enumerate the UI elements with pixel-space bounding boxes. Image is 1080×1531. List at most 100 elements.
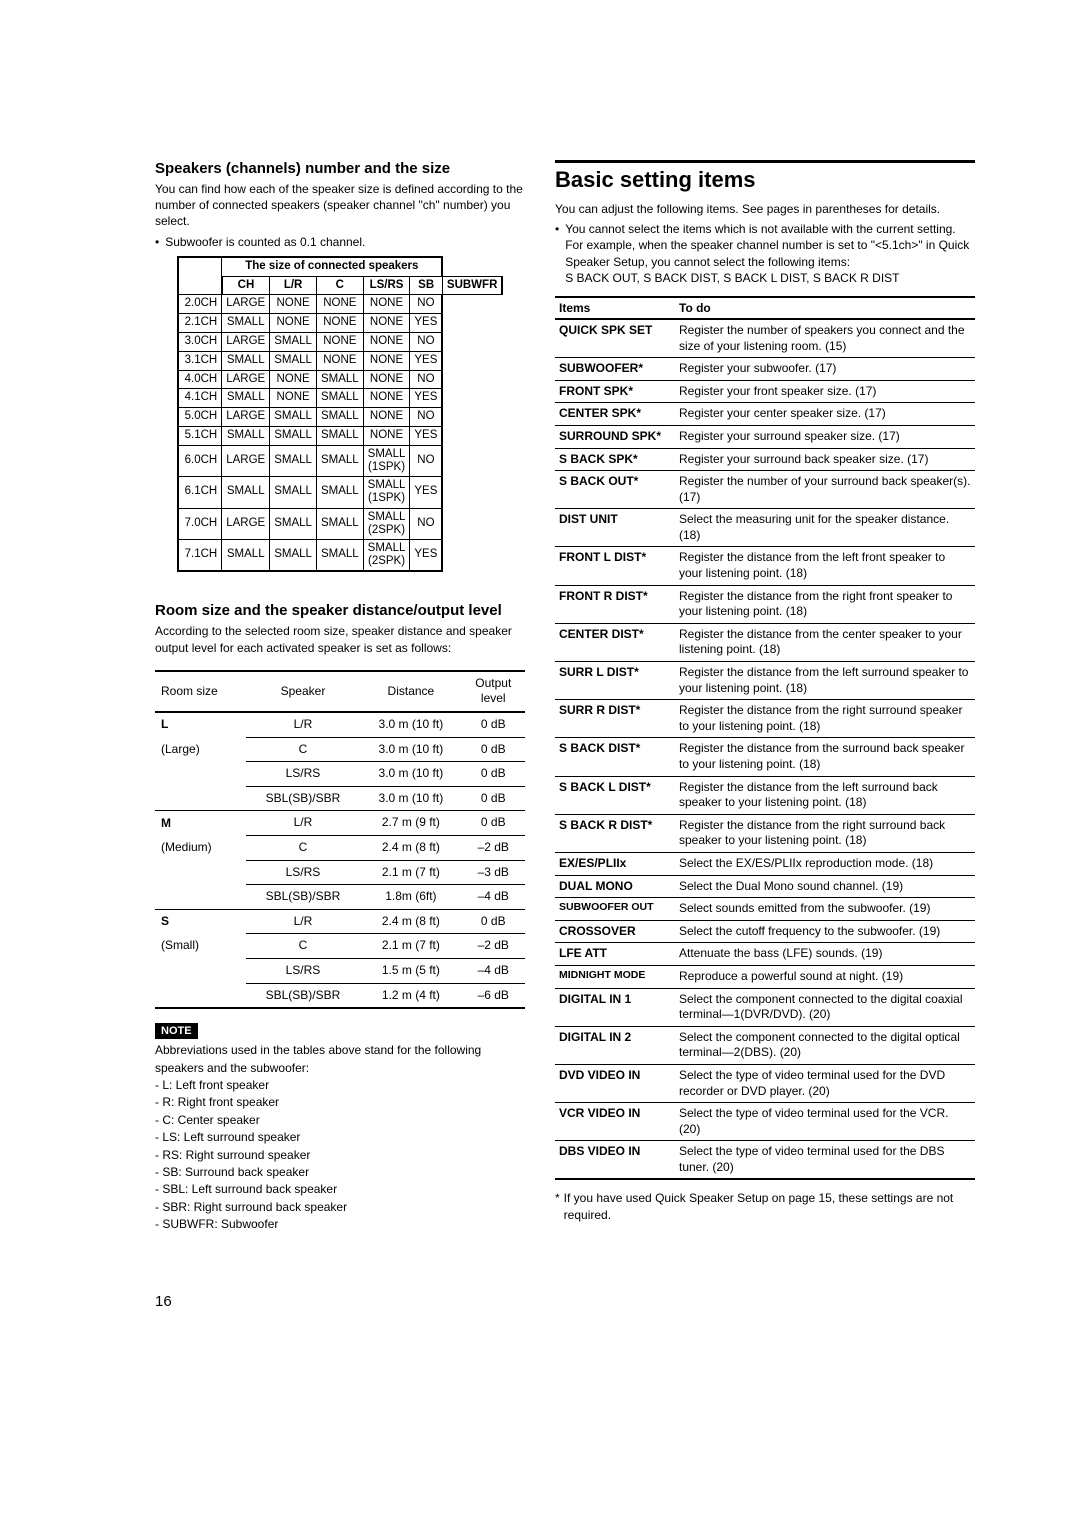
item-desc: Register the distance from the right sur…	[675, 700, 975, 738]
room-col-1: Speaker	[246, 671, 361, 712]
right-column: Basic setting items You can adjust the f…	[555, 160, 975, 1233]
room-size-cell	[155, 860, 246, 885]
room-size-table: Room sizeSpeakerDistanceOutputlevel LL/R…	[155, 670, 525, 1009]
item-name: CENTER SPK*	[555, 403, 675, 426]
spk-cell: SMALL	[222, 389, 270, 408]
spk-col-5: SUBWFR	[442, 276, 502, 295]
spk-cell: NONE	[363, 314, 410, 333]
spk-cell: NO	[410, 408, 443, 427]
room-size-cell: L	[155, 712, 246, 737]
spk-cell: 3.1CH	[178, 351, 222, 370]
spk-cell: 6.1CH	[178, 477, 222, 508]
spk-cell: SMALL	[316, 445, 363, 476]
spk-cell: SMALL	[270, 408, 317, 427]
item-desc: Register the distance from the surround …	[675, 738, 975, 776]
item-name: S BACK OUT*	[555, 471, 675, 509]
item-name: MIDNIGHT MODE	[555, 965, 675, 988]
item-name: SURR L DIST*	[555, 662, 675, 700]
room-cell: 1.5 m (5 ft)	[360, 958, 461, 983]
item-name: EX/ES/PLIIx	[555, 852, 675, 875]
spk-cell: NO	[410, 332, 443, 351]
room-cell: C	[246, 836, 361, 861]
item-desc: Register your surround speaker size. (17…	[675, 425, 975, 448]
abbrev-line: - SBL: Left surround back speaker	[155, 1181, 525, 1198]
item-desc: Select the type of video terminal used f…	[675, 1141, 975, 1180]
items-footnote: * If you have used Quick Speaker Setup o…	[555, 1190, 975, 1222]
spk-cell: NO	[410, 445, 443, 476]
spk-cell: NONE	[316, 351, 363, 370]
room-cell: 2.4 m (8 ft)	[360, 909, 461, 934]
spk-cell: YES	[410, 314, 443, 333]
spk-cell: NONE	[363, 408, 410, 427]
spk-cell: NONE	[363, 370, 410, 389]
spk-cell: SMALL	[270, 426, 317, 445]
abbrev-intro: Abbreviations used in the tables above s…	[155, 1042, 525, 1077]
room-cell: 0 dB	[462, 811, 525, 836]
item-desc: Select the EX/ES/PLIIx reproduction mode…	[675, 852, 975, 875]
abbrev-line: - SUBWFR: Subwoofer	[155, 1216, 525, 1233]
left-column: Speakers (channels) number and the size …	[155, 160, 525, 1233]
item-desc: Reproduce a powerful sound at night. (19…	[675, 965, 975, 988]
item-name: DBS VIDEO IN	[555, 1141, 675, 1180]
roomsize-intro: According to the selected room size, spe…	[155, 623, 525, 655]
room-size-cell: M	[155, 811, 246, 836]
spk-cell: SMALL	[270, 445, 317, 476]
spk-cell: LARGE	[222, 508, 270, 539]
spk-cell: 3.0CH	[178, 332, 222, 351]
spk-cell: SMALL	[316, 508, 363, 539]
items-col-todo: To do	[675, 297, 975, 319]
spk-cell: SMALL	[270, 508, 317, 539]
spk-cell: NONE	[270, 295, 317, 314]
spk-cell: SMALL	[270, 351, 317, 370]
item-desc: Select the cutoff frequency to the subwo…	[675, 920, 975, 943]
room-cell: SBL(SB)/SBR	[246, 885, 361, 910]
spk-cell: 7.1CH	[178, 540, 222, 572]
spk-cell: YES	[410, 389, 443, 408]
spk-cell: NONE	[316, 332, 363, 351]
basic-intro: You can adjust the following items. See …	[555, 201, 975, 217]
item-name: SURROUND SPK*	[555, 425, 675, 448]
basic-bullet: • You cannot select the items which is n…	[555, 221, 975, 286]
room-size-cell	[155, 958, 246, 983]
item-name: QUICK SPK SET	[555, 319, 675, 358]
abbrev-line: - SBR: Right surround back speaker	[155, 1199, 525, 1216]
room-cell: 0 dB	[462, 737, 525, 762]
spk-cell: NO	[410, 370, 443, 389]
room-cell: –6 dB	[462, 983, 525, 1008]
spk-cell: SMALL	[316, 540, 363, 572]
room-cell: LS/RS	[246, 762, 361, 787]
spk-cell: SMALL	[222, 351, 270, 370]
spk-cell: SMALL	[316, 370, 363, 389]
item-desc: Register your subwoofer. (17)	[675, 358, 975, 381]
spk-cell: 2.0CH	[178, 295, 222, 314]
item-desc: Attenuate the bass (LFE) sounds. (19)	[675, 943, 975, 966]
room-size-cell	[155, 786, 246, 811]
item-name: SUBWOOFER*	[555, 358, 675, 381]
item-name: DIST UNIT	[555, 509, 675, 547]
room-cell: C	[246, 934, 361, 959]
abbrev-line: - SB: Surround back speaker	[155, 1164, 525, 1181]
item-desc: Register your front speaker size. (17)	[675, 380, 975, 403]
spk-cell: LARGE	[222, 370, 270, 389]
speakers-title: Speakers (channels) number and the size	[155, 160, 525, 177]
bullet-text: You cannot select the items which is not…	[565, 221, 975, 286]
abbrev-line: - L: Left front speaker	[155, 1077, 525, 1094]
spk-cell: LARGE	[222, 332, 270, 351]
item-desc: Select sounds emitted from the subwoofer…	[675, 898, 975, 921]
spk-cell: SMALL	[316, 477, 363, 508]
roomsize-title: Room size and the speaker distance/outpu…	[155, 602, 525, 619]
spk-cell: NONE	[363, 426, 410, 445]
room-cell: 0 dB	[462, 909, 525, 934]
room-cell: L/R	[246, 909, 361, 934]
item-desc: Register the distance from the left surr…	[675, 662, 975, 700]
item-name: CENTER DIST*	[555, 623, 675, 661]
item-name: S BACK SPK*	[555, 448, 675, 471]
spk-cell: NONE	[270, 370, 317, 389]
item-desc: Select the type of video terminal used f…	[675, 1103, 975, 1141]
item-desc: Register your surround back speaker size…	[675, 448, 975, 471]
room-cell: 3.0 m (10 ft)	[360, 762, 461, 787]
room-size-cell	[155, 762, 246, 787]
bullet-text: Subwoofer is counted as 0.1 channel.	[165, 234, 365, 250]
spk-cell: 5.1CH	[178, 426, 222, 445]
room-size-cell	[155, 983, 246, 1008]
